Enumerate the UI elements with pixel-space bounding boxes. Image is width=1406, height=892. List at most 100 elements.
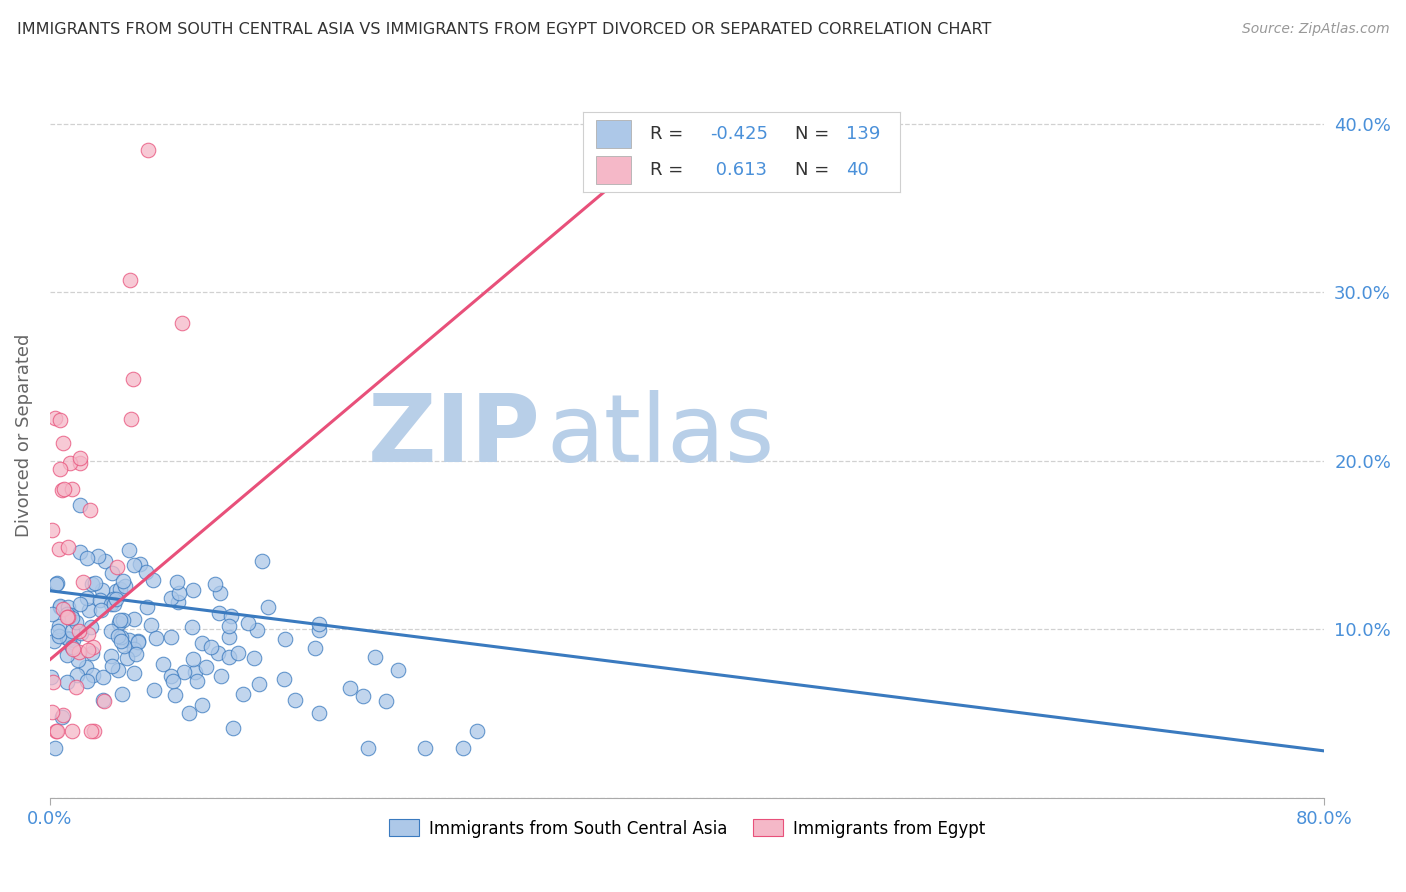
Point bbox=[339, 681, 361, 695]
Point bbox=[60, 640, 83, 654]
Point bbox=[82, 646, 104, 660]
Point bbox=[122, 612, 145, 626]
Legend: Immigrants from South Central Asia, Immigrants from Egypt: Immigrants from South Central Asia, Immi… bbox=[382, 813, 991, 844]
Point bbox=[111, 613, 134, 627]
Point bbox=[195, 659, 218, 673]
Point bbox=[77, 642, 100, 657]
Point bbox=[112, 574, 135, 588]
Point bbox=[94, 554, 117, 568]
Point bbox=[105, 560, 128, 574]
Point bbox=[120, 411, 142, 425]
Point bbox=[52, 708, 75, 723]
Point bbox=[48, 619, 70, 633]
Point bbox=[122, 372, 145, 386]
Point bbox=[42, 675, 65, 690]
Point bbox=[209, 586, 232, 600]
Point bbox=[308, 616, 330, 631]
Point bbox=[108, 613, 131, 627]
Point bbox=[413, 740, 436, 755]
Point bbox=[112, 640, 135, 654]
Point bbox=[45, 577, 67, 591]
Point bbox=[55, 674, 77, 689]
Point bbox=[170, 316, 193, 330]
Text: atlas: atlas bbox=[547, 390, 775, 482]
Point bbox=[115, 650, 138, 665]
Point bbox=[257, 600, 280, 615]
Point bbox=[45, 723, 67, 738]
Point bbox=[72, 574, 94, 589]
Point bbox=[191, 698, 214, 713]
Point bbox=[49, 462, 72, 476]
Text: N =: N = bbox=[796, 125, 830, 143]
Point bbox=[76, 551, 98, 566]
Point bbox=[465, 723, 488, 738]
Point bbox=[357, 740, 380, 755]
Point bbox=[167, 595, 190, 609]
Point bbox=[84, 576, 107, 591]
Point bbox=[163, 688, 186, 702]
Point bbox=[249, 676, 271, 690]
Text: 0.613: 0.613 bbox=[710, 161, 768, 179]
Point bbox=[56, 648, 79, 663]
Point bbox=[232, 688, 254, 702]
Point bbox=[284, 693, 307, 707]
Point bbox=[181, 583, 204, 598]
Point bbox=[56, 631, 79, 645]
Text: R =: R = bbox=[650, 161, 683, 179]
Point bbox=[166, 575, 188, 590]
Point bbox=[274, 632, 297, 647]
Point bbox=[46, 576, 69, 591]
Point bbox=[122, 558, 145, 573]
Point bbox=[66, 668, 89, 682]
Point bbox=[142, 573, 165, 587]
Point bbox=[65, 615, 87, 630]
Point bbox=[76, 591, 98, 606]
Point bbox=[103, 592, 125, 607]
Point bbox=[52, 436, 75, 450]
Point bbox=[308, 623, 330, 637]
Point bbox=[183, 665, 205, 679]
Point bbox=[69, 450, 91, 465]
Point bbox=[122, 642, 145, 657]
Point bbox=[91, 583, 114, 598]
Point bbox=[204, 576, 226, 591]
Point bbox=[118, 542, 141, 557]
Point bbox=[207, 646, 229, 660]
Point bbox=[243, 651, 266, 665]
Point bbox=[56, 609, 79, 624]
Point bbox=[304, 640, 326, 655]
Point bbox=[122, 665, 145, 680]
Point bbox=[41, 523, 63, 537]
Point bbox=[62, 641, 84, 656]
Point bbox=[145, 631, 167, 645]
Point bbox=[90, 603, 112, 617]
Point bbox=[48, 599, 70, 613]
Point bbox=[82, 668, 104, 682]
Point bbox=[273, 672, 295, 686]
Point bbox=[107, 663, 129, 677]
Point bbox=[46, 723, 69, 738]
Point bbox=[70, 625, 93, 640]
Point bbox=[67, 646, 90, 660]
FancyBboxPatch shape bbox=[596, 156, 631, 184]
Point bbox=[91, 692, 114, 706]
Point bbox=[208, 606, 231, 620]
Point bbox=[152, 657, 174, 671]
Point bbox=[129, 557, 152, 571]
Point bbox=[160, 669, 183, 683]
Point bbox=[49, 413, 72, 427]
Point bbox=[60, 483, 83, 497]
Point bbox=[200, 640, 222, 654]
Point bbox=[62, 633, 84, 648]
Point bbox=[91, 670, 114, 684]
Point bbox=[48, 629, 70, 643]
Point bbox=[51, 710, 73, 724]
Point bbox=[58, 610, 80, 624]
Point bbox=[218, 618, 240, 632]
Point bbox=[352, 689, 374, 703]
Point bbox=[100, 597, 122, 611]
Text: ZIP: ZIP bbox=[367, 390, 540, 482]
Point bbox=[136, 143, 159, 157]
Point bbox=[218, 630, 240, 644]
Point bbox=[181, 652, 204, 666]
